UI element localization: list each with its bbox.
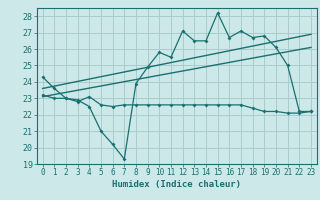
X-axis label: Humidex (Indice chaleur): Humidex (Indice chaleur) <box>112 180 241 189</box>
